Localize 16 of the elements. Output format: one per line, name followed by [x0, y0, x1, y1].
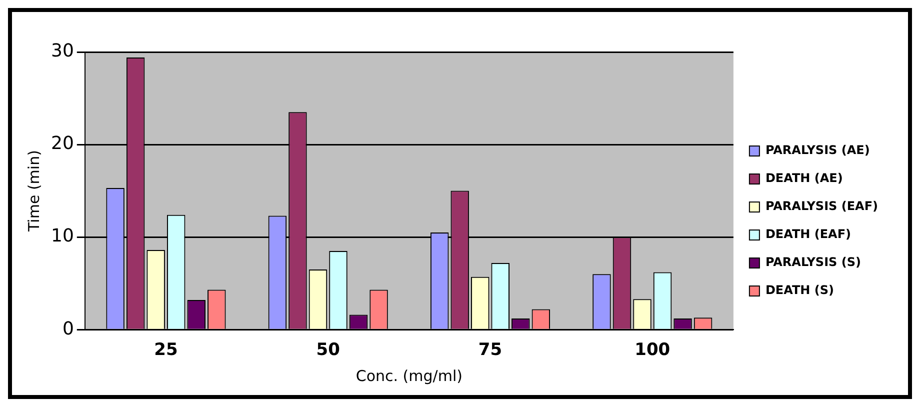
- legend-label: DEATH (S): [765, 283, 834, 298]
- y-tick-label: 30: [51, 40, 74, 62]
- y-axis-title: Time (min): [24, 150, 43, 233]
- legend-label: DEATH (AE): [765, 171, 843, 186]
- y-tick-label: 20: [51, 133, 74, 154]
- legend-label: PARALYSIS (EAF): [765, 199, 878, 214]
- legend-label: PARALYSIS (S): [765, 255, 861, 270]
- x-axis-title: Conc. (mg/ml): [356, 366, 462, 385]
- y-tick-label: 10: [51, 226, 74, 247]
- x-tick-label: 25: [154, 340, 178, 360]
- y-tick-label: 0: [62, 318, 74, 340]
- legend-label: DEATH (EAF): [765, 227, 852, 242]
- x-tick-label: 100: [634, 340, 670, 360]
- x-tick-label: 75: [478, 340, 502, 360]
- x-tick-label: 50: [316, 340, 340, 360]
- legend-label: PARALYSIS (AE): [765, 143, 870, 158]
